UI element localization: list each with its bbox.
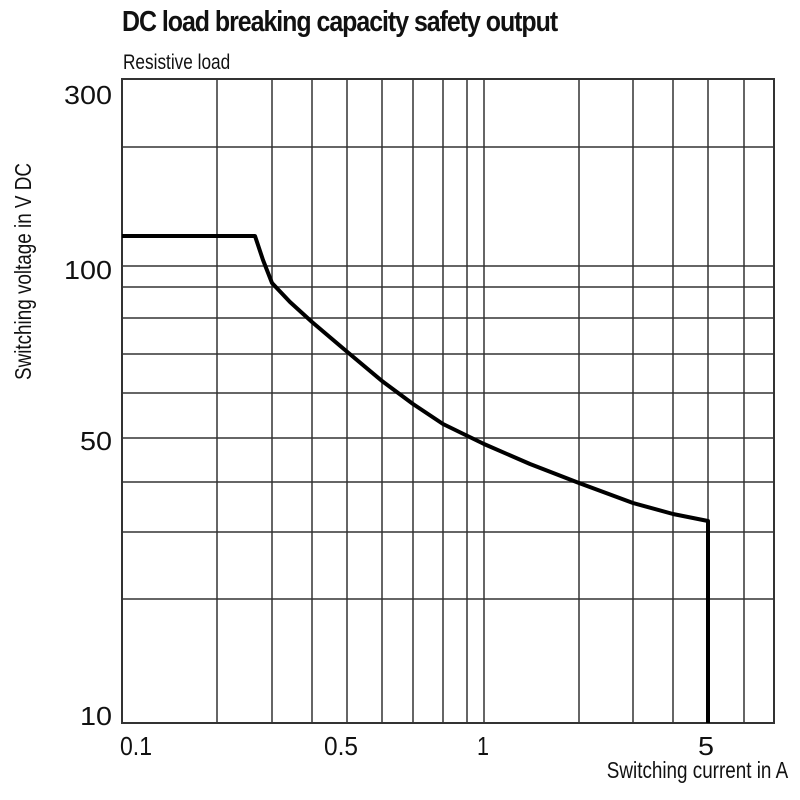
x-tick-0.1: 0.1 xyxy=(120,731,152,761)
y-tick-100: 100 xyxy=(64,255,112,285)
x-tick-0.5: 0.5 xyxy=(324,731,358,761)
y-tick-10: 10 xyxy=(80,701,112,731)
x-axis-label: Switching current in A xyxy=(606,757,788,783)
chart-subtitle: Resistive load xyxy=(123,51,231,74)
grid-lines xyxy=(121,78,775,724)
y-tick-labels: 300 100 50 10 xyxy=(64,80,112,731)
x-tick-1: 1 xyxy=(477,731,489,761)
y-tick-50: 50 xyxy=(80,426,112,456)
chart-title: DC load breaking capacity safety output xyxy=(122,6,558,38)
x-tick-5: 5 xyxy=(698,731,714,761)
breaking-capacity-curve xyxy=(122,234,710,723)
plot-border xyxy=(121,78,775,724)
x-tick-labels: 0.1 0.5 1 5 xyxy=(120,731,714,761)
y-tick-300: 300 xyxy=(64,80,112,110)
